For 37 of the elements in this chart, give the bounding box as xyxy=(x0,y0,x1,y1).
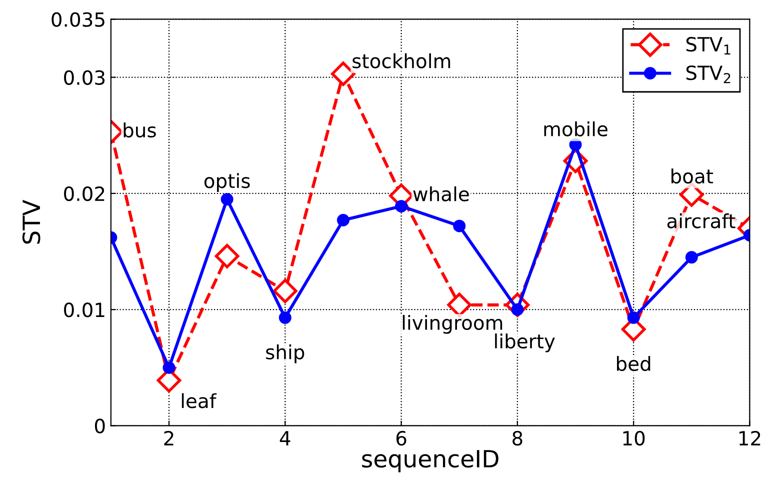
annotation: leaf xyxy=(182,393,217,408)
y-tick-label: 0.02 xyxy=(64,186,104,202)
point xyxy=(220,192,234,206)
annotation: bed xyxy=(617,356,650,372)
x-tick-label: 4 xyxy=(280,431,290,446)
annotation: boat xyxy=(672,168,714,184)
x-axis-title: sequenceID xyxy=(362,450,498,472)
y-tick-label: 0.01 xyxy=(64,302,104,318)
y-axis-title: STV xyxy=(22,200,40,244)
y-tick-label: 0 xyxy=(94,418,105,434)
point xyxy=(278,311,292,324)
y-tick-label: 0.03 xyxy=(64,70,105,85)
point xyxy=(685,251,698,264)
annotation: liberty xyxy=(495,333,555,352)
point xyxy=(453,220,466,232)
y-tick-label: 0.035 xyxy=(52,12,104,27)
x-tick-label: 12 xyxy=(739,430,760,446)
legend-label: STV$_{1}$ xyxy=(686,36,730,55)
annotation: bus xyxy=(124,122,156,138)
x-tick-label: 6 xyxy=(396,430,406,446)
annotation: mobile xyxy=(544,121,608,136)
x-tick-label: 10 xyxy=(623,430,645,446)
point xyxy=(272,278,298,304)
annotation: livingroom xyxy=(402,314,502,334)
point xyxy=(395,200,408,212)
annotation: optis xyxy=(204,173,250,192)
annotation: ship xyxy=(266,344,304,364)
point xyxy=(336,214,350,226)
annotation: stockholm xyxy=(352,53,450,68)
point xyxy=(214,244,240,268)
point xyxy=(627,311,640,324)
annotation: aircraft xyxy=(667,213,736,228)
annotation: whale xyxy=(413,186,469,202)
point xyxy=(162,361,176,374)
x-tick-label: 2 xyxy=(164,430,174,446)
x-tick-label: 8 xyxy=(512,430,522,446)
legend-label: STV$_{2}$ xyxy=(686,65,730,84)
